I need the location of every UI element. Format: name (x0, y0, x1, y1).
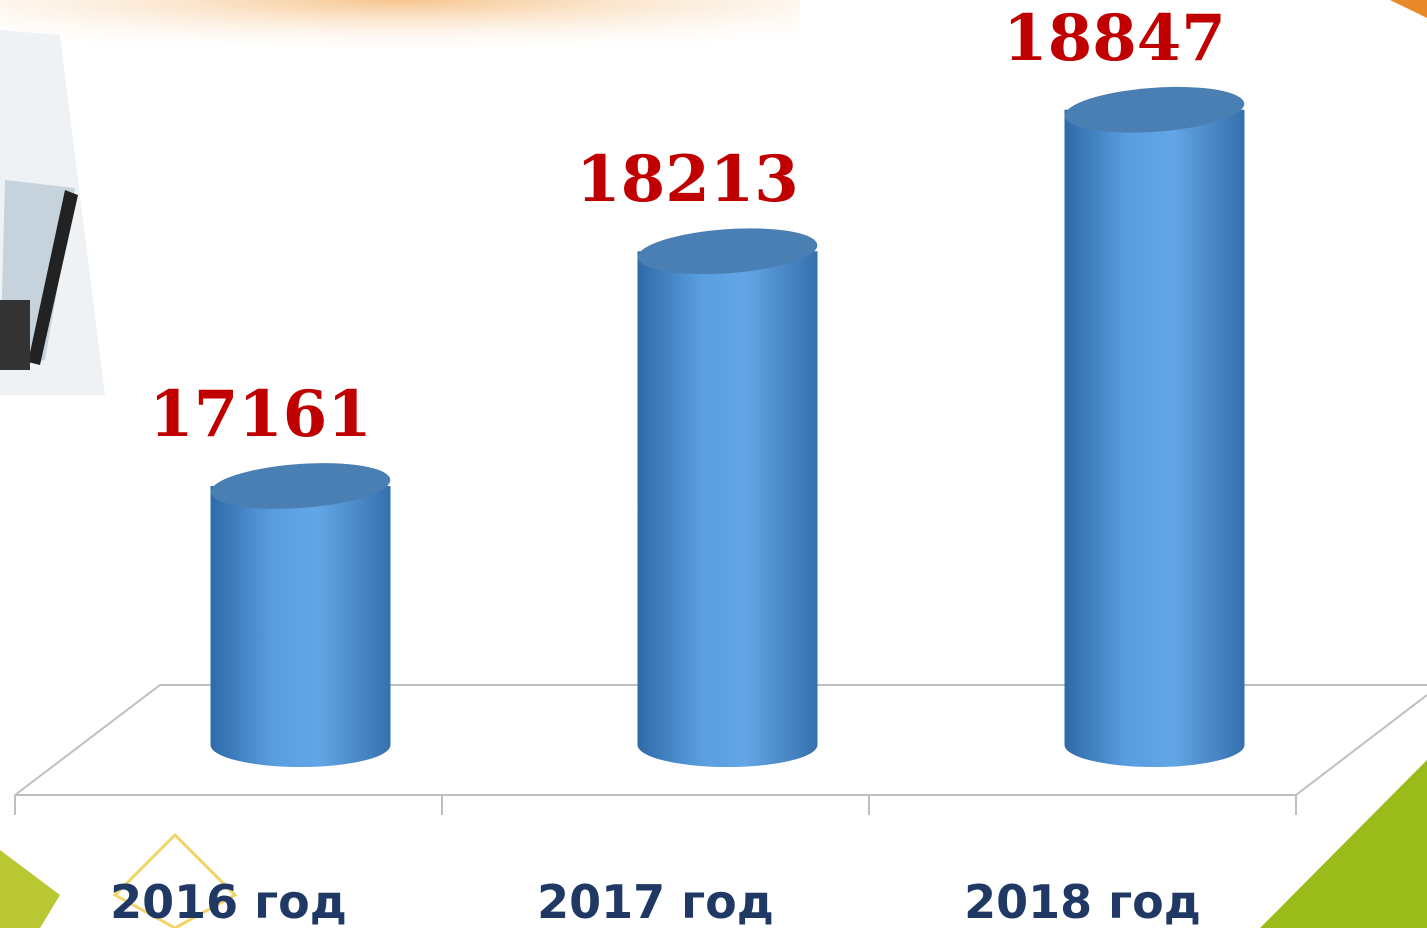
value-label: 17161 (149, 377, 372, 452)
decoration (1260, 760, 1427, 928)
bar (1065, 110, 1245, 767)
x-tick-label: 2017 год (537, 875, 774, 928)
x-tick-label: 2016 год (110, 875, 347, 928)
decoration (1390, 0, 1427, 18)
decoration (0, 850, 60, 928)
laptop-image (0, 30, 105, 395)
value-label: 18847 (1003, 1, 1226, 76)
x-tick-label: 2018 год (964, 875, 1201, 928)
value-label: 18213 (576, 142, 799, 217)
bar (211, 486, 391, 767)
chart: 2016 год 17161 2017 год 18213 2018 год 18847 (0, 0, 1427, 928)
bar (638, 251, 818, 767)
decoration (0, 0, 800, 70)
